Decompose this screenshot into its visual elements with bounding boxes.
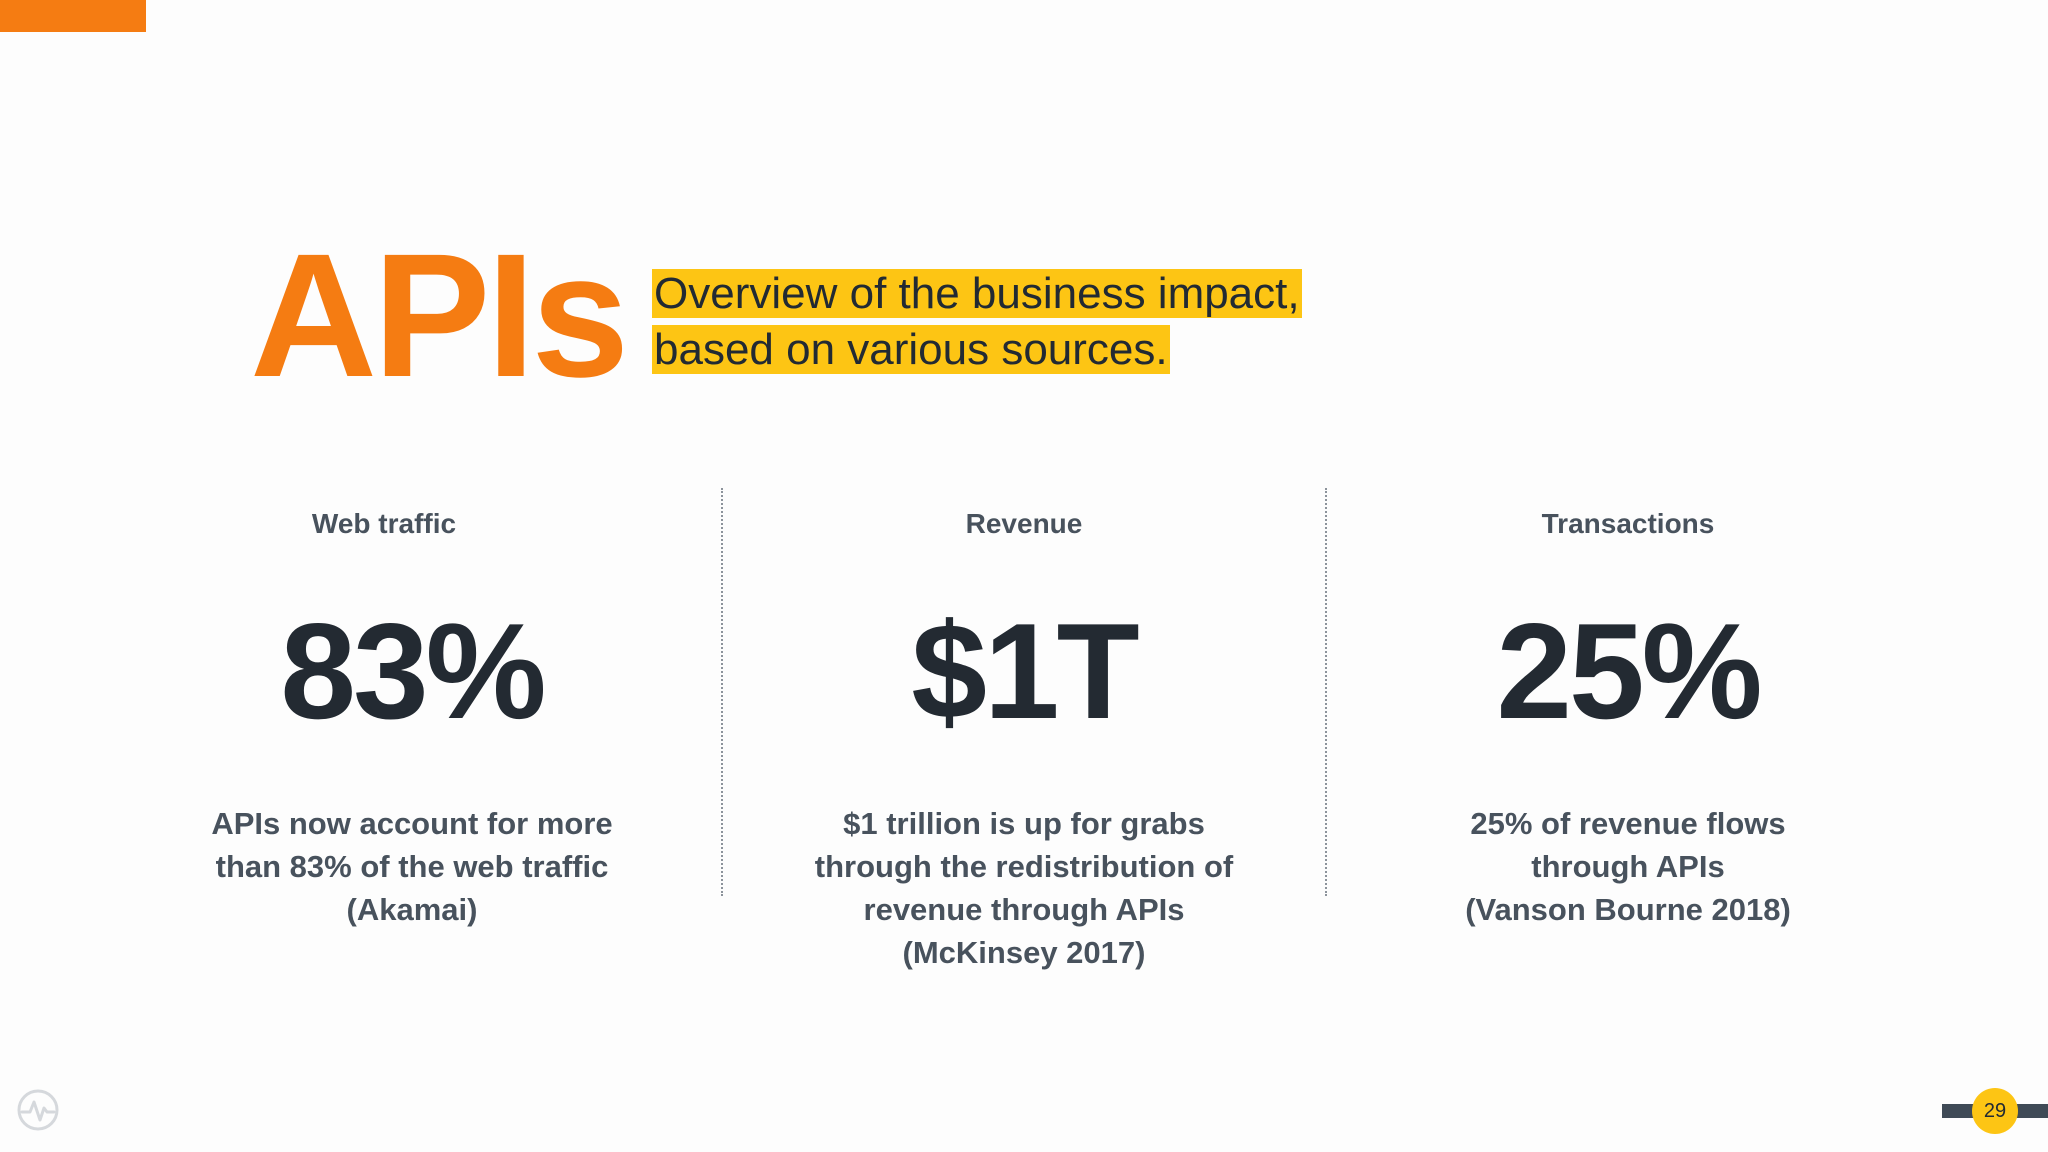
stat-label: Web traffic bbox=[311, 508, 457, 539]
stat-description: APIs now account for more than 83% of th… bbox=[192, 802, 632, 931]
stat-description-line: than 83% of the web traffic bbox=[215, 849, 609, 884]
slide-subtitle: Overview of the business impact, based on… bbox=[652, 266, 1372, 378]
pulse-circle-icon bbox=[16, 1088, 60, 1132]
stat-description-line: 25% of revenue flows bbox=[1470, 806, 1786, 841]
slide-title: APIs bbox=[250, 218, 629, 414]
stat-value: 83% bbox=[280, 595, 546, 747]
stat-value: 25% bbox=[1496, 595, 1762, 747]
stat-description-line: $1 trillion is up for grabs bbox=[843, 806, 1205, 841]
subtitle-line-2: based on various sources. bbox=[652, 325, 1170, 374]
stat-description: $1 trillion is up for grabs through the … bbox=[804, 802, 1244, 974]
stat-description: 25% of revenue flows through APIs (Vanso… bbox=[1408, 802, 1848, 931]
stat-description-line: through APIs bbox=[1531, 849, 1725, 884]
stat-source: (McKinsey 2017) bbox=[902, 935, 1146, 970]
column-divider bbox=[721, 488, 723, 896]
stat-label: Revenue bbox=[965, 508, 1083, 539]
subtitle-line-1: Overview of the business impact, bbox=[652, 269, 1302, 318]
stat-description-line: APIs now account for more bbox=[211, 806, 613, 841]
stat-transactions: Transactions 25% 25% of revenue flows th… bbox=[1348, 500, 1908, 931]
stat-revenue: Revenue $1T $1 trillion is up for grabs … bbox=[744, 500, 1304, 974]
stat-web-traffic: Web traffic 83% APIs now account for mor… bbox=[140, 500, 700, 931]
stat-description-line: revenue through APIs bbox=[863, 892, 1185, 927]
page-number-badge: 29 bbox=[1972, 1088, 2018, 1134]
top-accent-bar bbox=[0, 0, 146, 32]
stat-value: $1T bbox=[911, 595, 1139, 747]
stat-source: (Akamai) bbox=[346, 892, 478, 927]
column-divider bbox=[1325, 488, 1327, 896]
stat-description-line: through the redistribution of bbox=[814, 849, 1234, 884]
stat-label: Transactions bbox=[1541, 508, 1715, 539]
stat-source: (Vanson Bourne 2018) bbox=[1465, 892, 1791, 927]
